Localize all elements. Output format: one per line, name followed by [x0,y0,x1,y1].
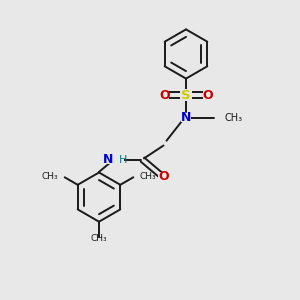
Text: CH₃: CH₃ [91,234,107,243]
Text: N: N [181,111,191,124]
FancyBboxPatch shape [107,155,124,164]
Text: CH₃: CH₃ [224,112,242,123]
Text: N: N [103,153,114,166]
Text: CH₃: CH₃ [42,172,58,181]
Text: O: O [158,169,169,183]
FancyBboxPatch shape [181,113,191,122]
Text: O: O [202,88,213,102]
FancyBboxPatch shape [160,91,169,100]
FancyBboxPatch shape [203,91,212,100]
FancyBboxPatch shape [158,172,166,180]
Text: S: S [181,88,191,102]
Text: O: O [159,88,170,102]
FancyBboxPatch shape [180,89,192,101]
Text: CH₃: CH₃ [140,172,156,181]
Text: H: H [118,154,127,165]
